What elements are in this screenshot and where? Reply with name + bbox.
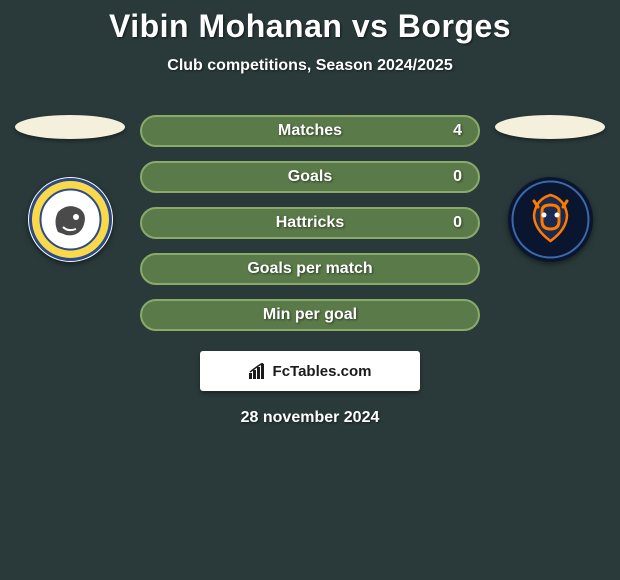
right-club-badge [508,177,593,262]
stat-label: Matches [278,122,342,140]
stat-row-goals-per-match: Goals per match [140,253,480,285]
left-player-column [10,115,130,262]
date-text: 28 november 2024 [0,409,620,427]
stats-list: Matches 4 Goals 0 Hattricks 0 Goals per … [140,115,480,331]
stat-row-matches: Matches 4 [140,115,480,147]
stat-value-right: 0 [453,214,462,232]
page-title: Vibin Mohanan vs Borges [0,8,620,45]
stat-label: Goals [288,168,332,186]
chart-icon [249,363,267,379]
comparison-card: Vibin Mohanan vs Borges Club competition… [0,0,620,427]
left-club-badge [28,177,113,262]
stat-row-goals: Goals 0 [140,161,480,193]
comparison-body: Matches 4 Goals 0 Hattricks 0 Goals per … [0,115,620,331]
stat-label: Goals per match [247,260,372,278]
subtitle: Club competitions, Season 2024/2025 [0,57,620,75]
stat-row-hattricks: Hattricks 0 [140,207,480,239]
left-player-oval [15,115,125,139]
branding-text: FcTables.com [273,363,372,380]
stat-label: Min per goal [263,306,357,324]
kerala-blasters-icon [28,177,113,262]
stat-row-min-per-goal: Min per goal [140,299,480,331]
stat-value-right: 4 [453,122,462,140]
branding-box[interactable]: FcTables.com [200,351,420,391]
right-player-oval [495,115,605,139]
stat-label: Hattricks [276,214,344,232]
stat-value-right: 0 [453,168,462,186]
right-player-column [490,115,610,262]
fc-goa-icon [508,177,593,262]
